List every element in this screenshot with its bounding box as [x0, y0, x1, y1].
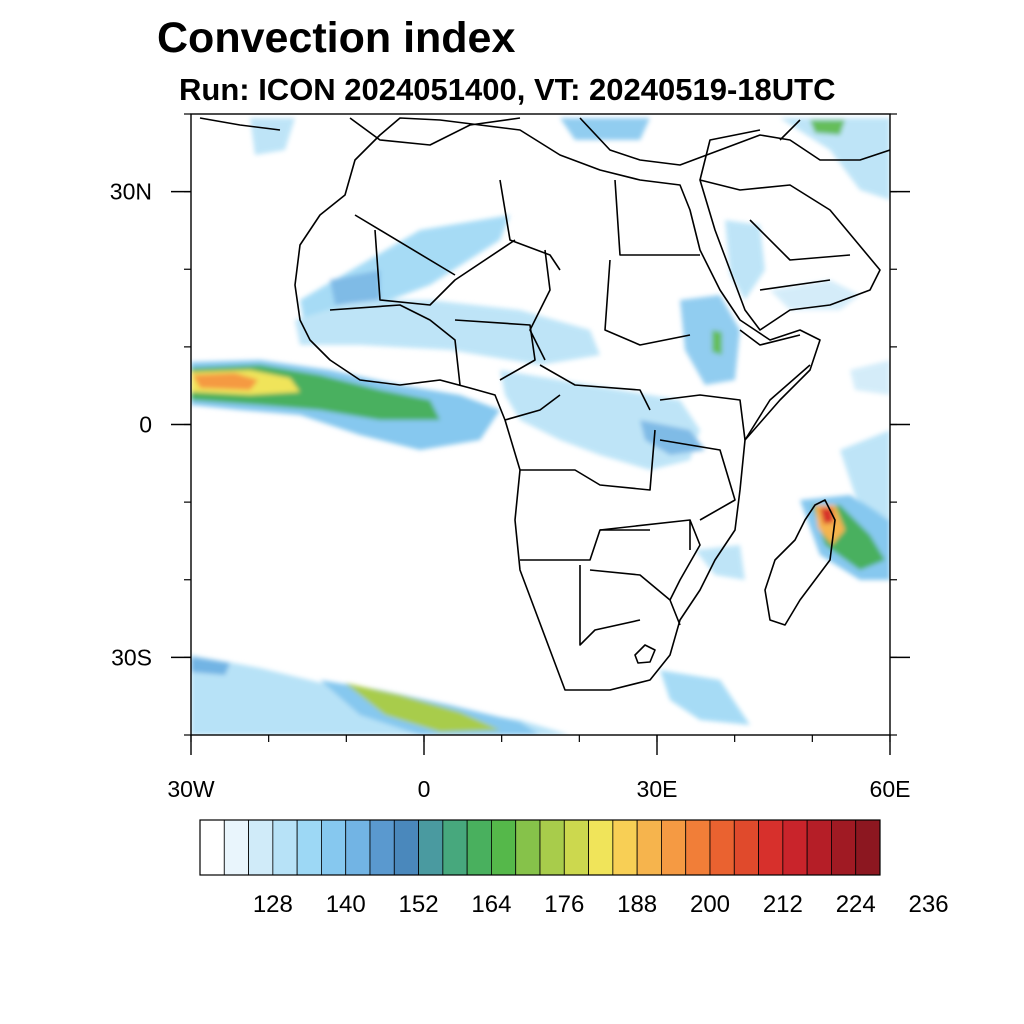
colorbar-swatch — [466, 819, 492, 876]
colorbar-swatch — [272, 819, 298, 876]
colorbar-swatch — [636, 819, 662, 876]
colorbar-swatch — [685, 819, 711, 876]
field-indian-ocean — [840, 430, 890, 520]
colorbar-frame — [199, 819, 881, 876]
lon-tick-label: 0 — [418, 776, 431, 802]
field-central-africa — [500, 370, 700, 470]
colorbar-swatch — [855, 819, 881, 876]
border-sudan — [604, 259, 691, 346]
lesotho-outline — [634, 644, 656, 664]
colorbar-swatch — [442, 819, 468, 876]
colorbar-swatch — [223, 819, 249, 876]
colorbar-swatch — [515, 819, 541, 876]
colorbar-label: 128 — [253, 891, 293, 918]
border-tanzania — [659, 439, 736, 521]
field-itcz-orange — [193, 373, 258, 390]
colorbar-swatch — [199, 819, 225, 876]
country-boundaries — [199, 117, 890, 691]
colorbar-swatch — [782, 819, 808, 876]
colorbar-swatch — [831, 819, 857, 876]
field-southwest — [191, 657, 230, 675]
colorbar-swatch — [539, 819, 565, 876]
border-somalia — [744, 364, 811, 441]
europe-coast — [199, 117, 890, 166]
colorbar-swatch — [369, 819, 395, 876]
field-indian-ocean-north — [850, 360, 890, 395]
map-title: Convection index — [157, 14, 516, 62]
colorbar-swatch — [612, 819, 638, 876]
field-south-africa-coast — [660, 670, 750, 725]
axis-ticks: 30W 0 30E 60E 30N 0 30S — [110, 113, 911, 802]
arabia-outline — [699, 179, 881, 331]
border-mali-niger — [374, 229, 516, 306]
colorbar-swatch — [393, 819, 419, 876]
colorbar-label: 164 — [471, 891, 511, 918]
border-sahara — [354, 214, 456, 276]
border-algeria-libya — [499, 179, 561, 271]
field-arabia — [725, 220, 765, 300]
field-balkans — [560, 118, 650, 140]
colorbar-label: 224 — [836, 891, 876, 918]
border-libya-egypt — [614, 179, 700, 256]
field-southern-green — [345, 683, 500, 732]
field-west-sahel — [330, 270, 380, 305]
border-westafrica — [329, 304, 461, 386]
colorbar-label: 212 — [763, 891, 803, 918]
colorbar-swatch — [418, 819, 444, 876]
colorbar-swatch — [806, 819, 832, 876]
border-angola — [520, 529, 650, 561]
colorbar-swatch — [563, 819, 589, 876]
colorbar-swatch — [491, 819, 517, 876]
levant-border — [699, 119, 801, 181]
run-subtitle: Run: ICON 2024051400, VT: 20240519-18UTC — [179, 72, 836, 107]
colorbar-swatch — [248, 819, 274, 876]
border-botswana — [589, 569, 681, 626]
colorbar-label: 152 — [399, 891, 439, 918]
colorbar-swatch — [661, 819, 687, 876]
lon-tick-label: 60E — [870, 776, 911, 802]
lat-tick-label: 0 — [139, 412, 152, 438]
lat-tick-label: 30S — [111, 644, 152, 670]
border-horn — [739, 329, 801, 346]
colorbar-label: 176 — [544, 891, 584, 918]
colorbar-swatch — [758, 819, 784, 876]
colorbar-swatch — [588, 819, 614, 876]
field-ethiopia — [680, 295, 740, 385]
border-namibia — [579, 565, 641, 646]
field-sahel-south — [295, 300, 600, 365]
border-car — [539, 364, 651, 411]
field-mozambique — [695, 545, 745, 580]
border-drc — [520, 429, 656, 491]
border-congo — [504, 394, 561, 421]
colorbar-swatch — [296, 819, 322, 876]
colorbar: 128 140 152 164 176 188 200 212 224 236 — [199, 819, 949, 918]
colorbar-label: 140 — [326, 891, 366, 918]
colorbar-swatch — [733, 819, 759, 876]
border-chad-sudan — [529, 249, 551, 361]
field-ethiopia-core — [712, 330, 722, 355]
border-mozambique — [669, 519, 701, 601]
colorbar-label: 200 — [690, 891, 730, 918]
arabia-borders — [749, 219, 851, 291]
colorbar-swatch — [321, 819, 347, 876]
colorbar-swatch — [709, 819, 735, 876]
lat-tick-label: 30N — [110, 179, 152, 205]
field-middle-east — [780, 118, 890, 200]
border-nigeria — [454, 319, 536, 381]
lon-tick-label: 30E — [637, 776, 678, 802]
africa-coastline — [294, 117, 821, 691]
colorbar-label: 188 — [617, 891, 657, 918]
colorbar-swatch — [345, 819, 371, 876]
colorbar-label: 236 — [909, 891, 949, 918]
madagascar-outline — [764, 499, 836, 626]
lon-tick-label: 30W — [167, 776, 215, 802]
field-middle-east-core — [810, 120, 845, 135]
border-eastafrica — [659, 394, 746, 441]
field-lake-region — [640, 420, 705, 455]
